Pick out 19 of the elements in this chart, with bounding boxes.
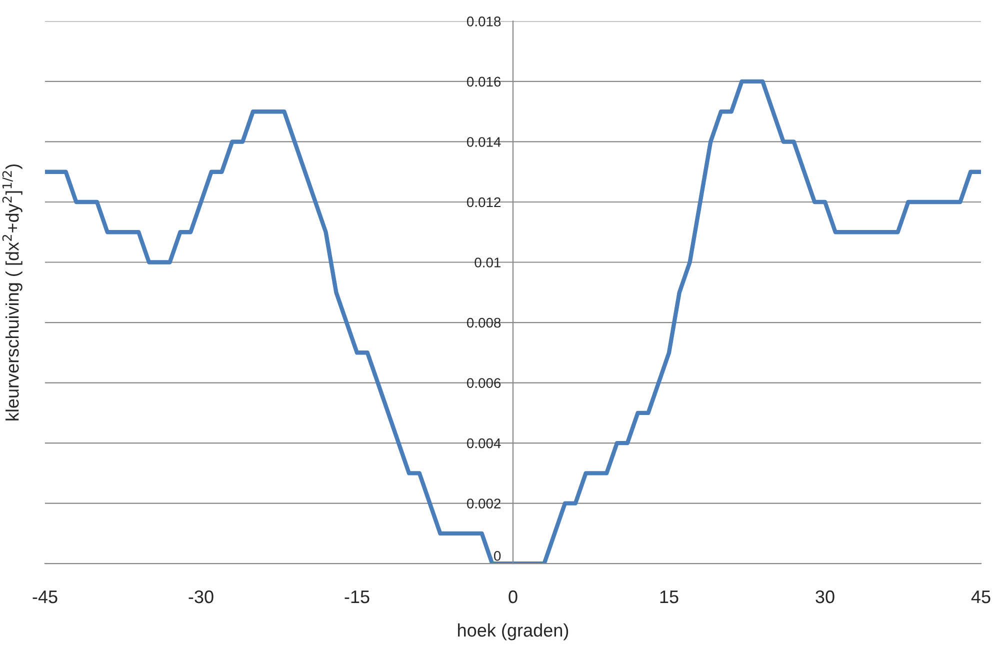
y-tick-label: 0.002	[466, 498, 500, 508]
x-tick-label: 45	[971, 590, 990, 604]
y-tick-label: 0.012	[466, 197, 500, 208]
x-tick-label: 30	[816, 590, 834, 604]
x-tick-label: 0	[508, 590, 518, 604]
x-tick-label: 15	[660, 590, 678, 604]
y-tick-label: 0.004	[466, 438, 501, 448]
y-tick-label: 0.016	[466, 76, 501, 87]
y-tick-label: 0.014	[466, 137, 501, 147]
x-tick-label: -45	[32, 590, 58, 604]
x-tick-label: -30	[188, 590, 214, 604]
y-tick-label: 0.008	[466, 318, 501, 328]
y-tick-label: 0.006	[466, 378, 501, 388]
x-tick-label: -15	[344, 590, 370, 604]
y-tick-label: 0.018	[466, 16, 501, 26]
y-tick-label: 0.01	[474, 258, 501, 268]
y-tick-label: 0	[494, 550, 501, 561]
y-axis-title: kleurverschuiving ( [dx$^{2}$+dy$^{2}$]$^{1/2}$)	[2, 164, 22, 420]
x-axis-title: hoek (graden)	[458, 623, 568, 640]
